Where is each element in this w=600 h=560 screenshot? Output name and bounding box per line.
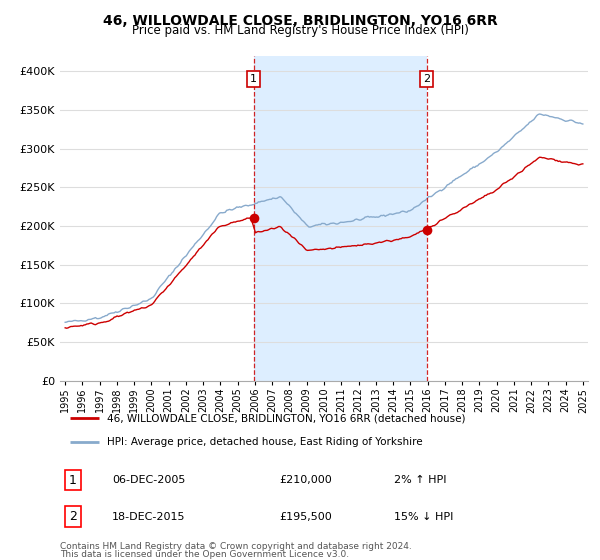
Text: This data is licensed under the Open Government Licence v3.0.: This data is licensed under the Open Gov… [60, 550, 349, 559]
Text: 2: 2 [69, 510, 77, 523]
Text: Price paid vs. HM Land Registry's House Price Index (HPI): Price paid vs. HM Land Registry's House … [131, 24, 469, 37]
Text: 06-DEC-2005: 06-DEC-2005 [112, 475, 185, 485]
Text: £195,500: £195,500 [279, 512, 332, 521]
Text: 1: 1 [250, 74, 257, 84]
Text: 46, WILLOWDALE CLOSE, BRIDLINGTON, YO16 6RR (detached house): 46, WILLOWDALE CLOSE, BRIDLINGTON, YO16 … [107, 413, 466, 423]
Text: 15% ↓ HPI: 15% ↓ HPI [394, 512, 454, 521]
Text: 46, WILLOWDALE CLOSE, BRIDLINGTON, YO16 6RR: 46, WILLOWDALE CLOSE, BRIDLINGTON, YO16 … [103, 14, 497, 28]
Text: HPI: Average price, detached house, East Riding of Yorkshire: HPI: Average price, detached house, East… [107, 436, 422, 446]
Bar [254, 56, 427, 381]
Text: Contains HM Land Registry data © Crown copyright and database right 2024.: Contains HM Land Registry data © Crown c… [60, 542, 412, 551]
Text: 1: 1 [69, 474, 77, 487]
Text: 2: 2 [423, 74, 430, 84]
Text: £210,000: £210,000 [279, 475, 332, 485]
Text: 18-DEC-2015: 18-DEC-2015 [112, 512, 186, 521]
Text: 2% ↑ HPI: 2% ↑ HPI [394, 475, 446, 485]
